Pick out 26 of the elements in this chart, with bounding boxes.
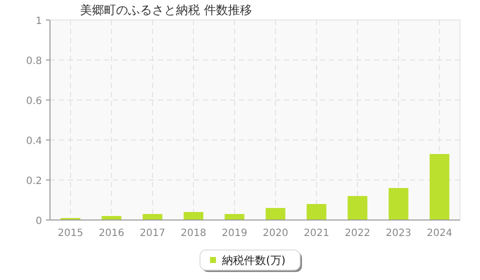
bar [348,196,368,220]
bar [306,204,326,220]
x-tick-label: 2024 [426,228,452,239]
x-tick-label: 2022 [344,228,370,239]
legend-label: 納税件数(万) [222,254,286,267]
y-tick-label: 0.2 [26,176,42,187]
bar [184,212,204,220]
bar [388,188,408,220]
y-tick-label: 0.8 [26,56,42,67]
chart-title: 美郷町のふるさと納税 件数推移 [80,3,252,17]
x-tick-label: 2020 [262,228,288,239]
x-tick-label: 2017 [140,228,166,239]
x-tick-label: 2015 [58,228,84,239]
bar [430,154,450,220]
bar [266,208,286,220]
x-tick-label: 2018 [180,228,206,239]
y-tick-label: 0.4 [26,136,42,147]
x-tick-label: 2016 [98,228,124,239]
x-tick-label: 2021 [304,228,330,239]
x-tick-label: 2023 [386,228,412,239]
y-tick-label: 0.6 [26,96,42,107]
y-tick-label: 0 [36,216,42,227]
bar [224,214,244,220]
bar [142,214,162,220]
y-tick-label: 1 [36,16,42,27]
x-tick-label: 2019 [222,228,248,239]
